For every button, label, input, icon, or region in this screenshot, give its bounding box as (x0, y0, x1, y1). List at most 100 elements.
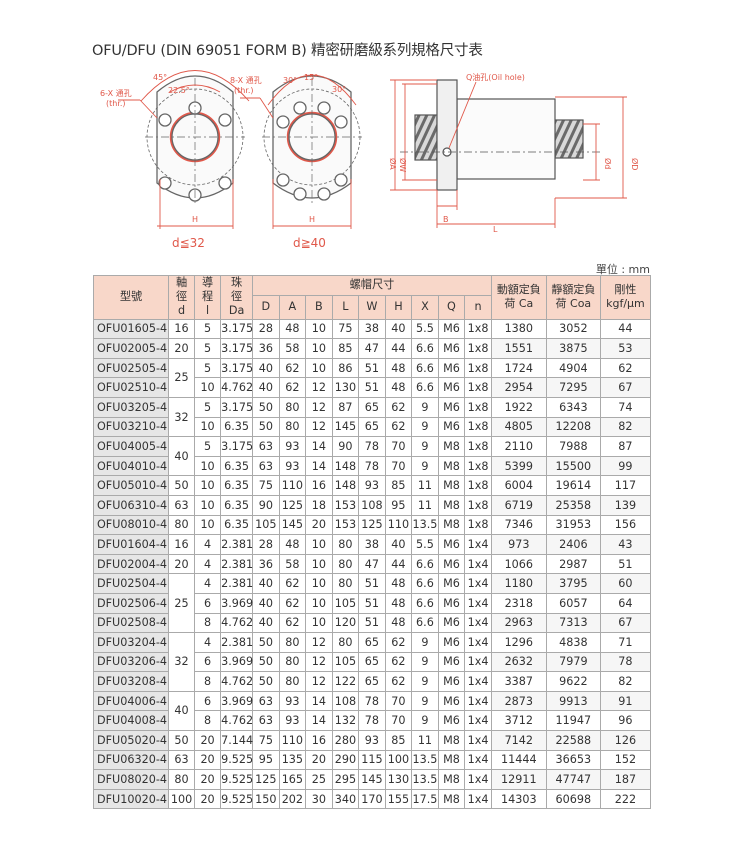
cell-nut-L: 148 (331, 455, 360, 477)
cell-nut-A: 62 (278, 592, 307, 614)
cell-nut-L: 145 (331, 416, 360, 438)
cell-ball-diameter: 4.762 (220, 612, 253, 634)
cell-nut-B: 10 (305, 592, 333, 614)
cell-shaft-diameter: 32 (168, 632, 196, 692)
h2-label: H (309, 215, 315, 224)
cell-nut-H: 62 (384, 416, 413, 438)
cell-rigidity: 44 (599, 318, 652, 340)
cell-nut-X: 9 (411, 455, 439, 477)
cell-ball-diameter: 3.969 (220, 690, 253, 712)
cell-nut-D: 75 (252, 730, 280, 751)
cell-nut-n: 1x4 (464, 710, 492, 732)
header-nut-h: H (384, 294, 413, 320)
cell-nut-L: 87 (331, 396, 360, 418)
cell-static-load: 25358 (545, 494, 601, 516)
cell-nut-A: 202 (278, 788, 307, 810)
oil-hole-label: Q油孔(Oil hole) (466, 72, 525, 82)
cell-model: OFU02005-4 (92, 338, 170, 359)
cell-rigidity: 51 (599, 553, 652, 575)
cell-nut-B: 10 (305, 357, 333, 379)
cell-rigidity: 74 (599, 396, 652, 418)
cell-nut-B: 14 (305, 436, 333, 457)
cell-model: DFU02506-4 (92, 592, 170, 614)
cell-nut-W: 38 (358, 318, 386, 340)
cell-ball-diameter: 6.35 (220, 416, 254, 438)
cell-nut-A: 110 (278, 475, 307, 496)
cell-nut-B: 10 (305, 534, 333, 555)
cell-nut-n: 1x8 (464, 436, 492, 457)
cell-rigidity: 117 (599, 475, 652, 496)
cell-nut-H: 70 (384, 436, 413, 457)
table-row: OFU04005-4 40 5 3.175 63 93 14 90 78 70 9 M8 1x8 2110… (92, 436, 652, 477)
cell-lead: 6 (194, 651, 222, 673)
table-row: DFU10020-4 100 20 9.525 150 202 30 340 170 155 17.… (92, 788, 652, 810)
cell-ball-diameter: 3.969 (220, 651, 253, 673)
cell-nut-Q: M6 (437, 357, 466, 379)
cell-nut-A: 80 (278, 396, 307, 418)
header-nut-b: B (305, 294, 333, 320)
cell-nut-A: 80 (278, 671, 307, 692)
table-row: DFU08020-4 80 20 9.525 125 165 25 295 145 130 13.5… (92, 769, 652, 790)
cell-nut-n: 1x4 (464, 534, 492, 555)
cell-nut-A: 62 (278, 377, 307, 398)
cell-dynamic-load: 2110 (490, 436, 547, 457)
table-row: DFU02004-4 20 4 2.381 36 58 10 80 47 44 6.6 M6 1x4 10… (92, 553, 652, 575)
cell-nut-X: 6.6 (411, 338, 439, 359)
cell-static-load: 12208 (545, 416, 601, 438)
cell-nut-A: 125 (278, 494, 307, 516)
cell-model: OFU05010-4 (92, 475, 170, 496)
cell-ball-diameter: 3.969 (220, 592, 253, 614)
cell-nut-H: 48 (384, 377, 413, 398)
cell-ball-diameter: 6.35 (220, 514, 254, 536)
cell-model: OFU04005-4 (92, 436, 170, 457)
phi-d-large-label: ØD (630, 158, 640, 170)
cell-nut-W: 65 (358, 396, 386, 418)
cell-static-load: 19614 (545, 475, 601, 496)
cell-nut-Q: M6 (437, 690, 466, 712)
cell-nut-L: 80 (331, 534, 360, 555)
cell-nut-Q: M6 (437, 671, 466, 692)
cell-lead: 20 (194, 769, 222, 790)
cell-nut-L: 120 (331, 612, 360, 634)
cell-nut-Q: M6 (437, 318, 466, 340)
condition-d-le-32: d≦32 (172, 236, 205, 250)
cell-model: DFU08020-4 (92, 769, 170, 790)
cell-static-load: 6343 (545, 396, 601, 418)
cell-nut-L: 80 (331, 632, 360, 653)
cell-rigidity: 82 (599, 416, 652, 438)
cell-nut-D: 36 (252, 338, 280, 359)
angle-30b-label: 30° (332, 85, 346, 94)
cell-dynamic-load: 3712 (490, 710, 547, 732)
table-row: DFU04008-4 8 4.762 63 93 14 132 78 70 9 M6 1x4 3712 1… (92, 710, 652, 732)
cell-lead: 5 (194, 338, 222, 359)
cell-shaft-diameter: 16 (168, 534, 196, 555)
cell-static-load: 7979 (545, 651, 601, 673)
cell-nut-B: 12 (305, 396, 333, 418)
cell-nut-A: 62 (278, 573, 307, 594)
cell-static-load: 7295 (545, 377, 601, 398)
cell-nut-Q: M6 (437, 612, 466, 634)
table-row: OFU04010-4 10 6.35 63 93 14 148 78 70 9 M8 1x8 5399 1… (92, 455, 652, 477)
cell-nut-B: 30 (305, 788, 333, 810)
cell-nut-n: 1x4 (464, 592, 492, 614)
cell-nut-W: 47 (358, 338, 386, 359)
cell-nut-B: 10 (305, 318, 333, 340)
cell-model: DFU06320-4 (92, 749, 170, 771)
cell-lead: 8 (194, 710, 222, 732)
cell-nut-W: 93 (358, 730, 386, 751)
cell-shaft-diameter: 25 (168, 357, 196, 398)
cell-dynamic-load: 1724 (490, 357, 547, 379)
cell-static-load: 31953 (545, 514, 601, 536)
cell-nut-B: 25 (305, 769, 333, 790)
cell-dynamic-load: 2873 (490, 690, 547, 712)
cell-static-load: 4838 (545, 632, 601, 653)
cell-nut-X: 9 (411, 671, 439, 692)
cell-nut-n: 1x4 (464, 651, 492, 673)
cell-rigidity: 87 (599, 436, 652, 457)
cell-nut-X: 6.6 (411, 592, 439, 614)
cell-dynamic-load: 7346 (490, 514, 547, 536)
header-nut-l: L (331, 294, 360, 320)
cell-nut-B: 20 (305, 749, 333, 771)
cell-static-load: 7988 (545, 436, 601, 457)
